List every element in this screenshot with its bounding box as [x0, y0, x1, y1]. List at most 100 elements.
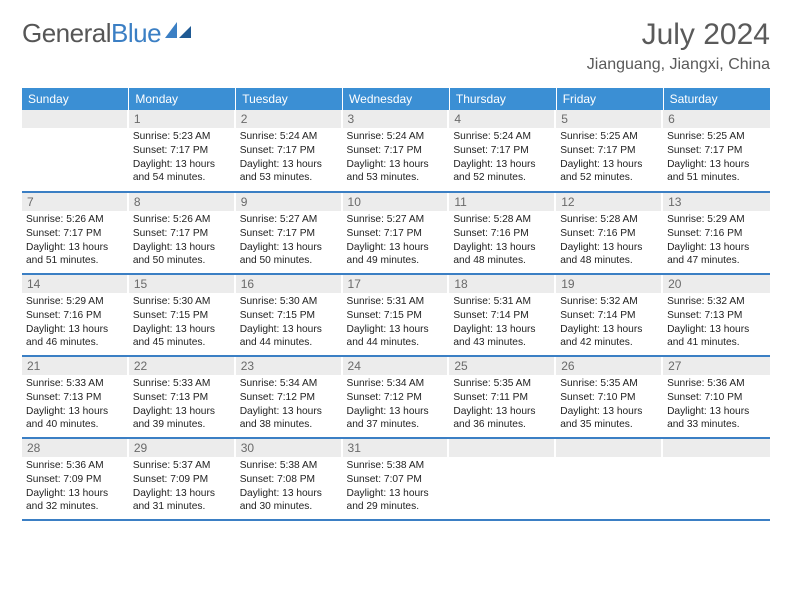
day-number: 7 — [22, 193, 129, 211]
weekday-header-row: SundayMondayTuesdayWednesdayThursdayFrid… — [22, 88, 770, 110]
sunrise-text: Sunrise: 5:35 AM — [453, 377, 552, 391]
sunset-text: Sunset: 7:17 PM — [26, 227, 125, 241]
calendar-cell: 27Sunrise: 5:36 AMSunset: 7:10 PMDayligh… — [663, 356, 770, 438]
sunset-text: Sunset: 7:10 PM — [667, 391, 766, 405]
sunrise-text: Sunrise: 5:27 AM — [240, 213, 339, 227]
day-content: Sunrise: 5:35 AMSunset: 7:11 PMDaylight:… — [449, 375, 556, 436]
calendar-cell: 1Sunrise: 5:23 AMSunset: 7:17 PMDaylight… — [129, 110, 236, 192]
day-number: 29 — [129, 439, 236, 457]
day-number: 12 — [556, 193, 663, 211]
day-content: Sunrise: 5:28 AMSunset: 7:16 PMDaylight:… — [449, 211, 556, 272]
sunset-text: Sunset: 7:15 PM — [347, 309, 446, 323]
day-content: Sunrise: 5:34 AMSunset: 7:12 PMDaylight:… — [343, 375, 450, 436]
calendar-cell: 24Sunrise: 5:34 AMSunset: 7:12 PMDayligh… — [343, 356, 450, 438]
calendar-cell: 25Sunrise: 5:35 AMSunset: 7:11 PMDayligh… — [449, 356, 556, 438]
day-content: Sunrise: 5:30 AMSunset: 7:15 PMDaylight:… — [236, 293, 343, 354]
sunset-text: Sunset: 7:17 PM — [667, 144, 766, 158]
sunset-text: Sunset: 7:16 PM — [667, 227, 766, 241]
day-number: 27 — [663, 357, 770, 375]
calendar-cell: 17Sunrise: 5:31 AMSunset: 7:15 PMDayligh… — [343, 274, 450, 356]
day-content: Sunrise: 5:30 AMSunset: 7:15 PMDaylight:… — [129, 293, 236, 354]
weekday-header: Wednesday — [343, 88, 450, 110]
daylight-text: Daylight: 13 hours and 42 minutes. — [560, 323, 659, 351]
day-number: 2 — [236, 110, 343, 128]
empty-day-number — [556, 439, 663, 457]
day-number: 17 — [343, 275, 450, 293]
sunset-text: Sunset: 7:17 PM — [133, 144, 232, 158]
calendar-cell: 16Sunrise: 5:30 AMSunset: 7:15 PMDayligh… — [236, 274, 343, 356]
day-content: Sunrise: 5:36 AMSunset: 7:09 PMDaylight:… — [22, 457, 129, 518]
weekday-header: Tuesday — [236, 88, 343, 110]
sunset-text: Sunset: 7:16 PM — [453, 227, 552, 241]
day-number: 23 — [236, 357, 343, 375]
sunset-text: Sunset: 7:13 PM — [26, 391, 125, 405]
day-content: Sunrise: 5:33 AMSunset: 7:13 PMDaylight:… — [22, 375, 129, 436]
calendar-cell: 12Sunrise: 5:28 AMSunset: 7:16 PMDayligh… — [556, 192, 663, 274]
day-content: Sunrise: 5:31 AMSunset: 7:15 PMDaylight:… — [343, 293, 450, 354]
daylight-text: Daylight: 13 hours and 35 minutes. — [560, 405, 659, 433]
sunrise-text: Sunrise: 5:31 AM — [453, 295, 552, 309]
daylight-text: Daylight: 13 hours and 50 minutes. — [240, 241, 339, 269]
calendar-row: 21Sunrise: 5:33 AMSunset: 7:13 PMDayligh… — [22, 356, 770, 438]
logo-text-b: Blue — [111, 18, 161, 48]
day-content: Sunrise: 5:29 AMSunset: 7:16 PMDaylight:… — [663, 211, 770, 272]
day-number: 18 — [449, 275, 556, 293]
daylight-text: Daylight: 13 hours and 33 minutes. — [667, 405, 766, 433]
daylight-text: Daylight: 13 hours and 48 minutes. — [560, 241, 659, 269]
day-content: Sunrise: 5:38 AMSunset: 7:07 PMDaylight:… — [343, 457, 450, 518]
daylight-text: Daylight: 13 hours and 54 minutes. — [133, 158, 232, 186]
day-number: 22 — [129, 357, 236, 375]
daylight-text: Daylight: 13 hours and 37 minutes. — [347, 405, 446, 433]
sunrise-text: Sunrise: 5:30 AM — [133, 295, 232, 309]
daylight-text: Daylight: 13 hours and 31 minutes. — [133, 487, 232, 515]
calendar-cell: 31Sunrise: 5:38 AMSunset: 7:07 PMDayligh… — [343, 438, 450, 520]
sunrise-text: Sunrise: 5:31 AM — [347, 295, 446, 309]
day-number: 31 — [343, 439, 450, 457]
calendar-cell: 21Sunrise: 5:33 AMSunset: 7:13 PMDayligh… — [22, 356, 129, 438]
day-number: 8 — [129, 193, 236, 211]
calendar-cell: 10Sunrise: 5:27 AMSunset: 7:17 PMDayligh… — [343, 192, 450, 274]
sunrise-text: Sunrise: 5:29 AM — [667, 213, 766, 227]
sunset-text: Sunset: 7:17 PM — [347, 227, 446, 241]
day-content: Sunrise: 5:27 AMSunset: 7:17 PMDaylight:… — [343, 211, 450, 272]
day-number: 28 — [22, 439, 129, 457]
weekday-header: Monday — [129, 88, 236, 110]
calendar-cell — [663, 438, 770, 520]
daylight-text: Daylight: 13 hours and 52 minutes. — [453, 158, 552, 186]
daylight-text: Daylight: 13 hours and 38 minutes. — [240, 405, 339, 433]
calendar-cell: 23Sunrise: 5:34 AMSunset: 7:12 PMDayligh… — [236, 356, 343, 438]
sunset-text: Sunset: 7:14 PM — [453, 309, 552, 323]
sunrise-text: Sunrise: 5:23 AM — [133, 130, 232, 144]
month-title: July 2024 — [587, 18, 770, 52]
day-content: Sunrise: 5:32 AMSunset: 7:13 PMDaylight:… — [663, 293, 770, 354]
daylight-text: Daylight: 13 hours and 40 minutes. — [26, 405, 125, 433]
calendar-cell: 22Sunrise: 5:33 AMSunset: 7:13 PMDayligh… — [129, 356, 236, 438]
day-number: 9 — [236, 193, 343, 211]
sunrise-text: Sunrise: 5:38 AM — [240, 459, 339, 473]
day-number: 16 — [236, 275, 343, 293]
calendar-cell: 18Sunrise: 5:31 AMSunset: 7:14 PMDayligh… — [449, 274, 556, 356]
weekday-header: Friday — [556, 88, 663, 110]
daylight-text: Daylight: 13 hours and 48 minutes. — [453, 241, 552, 269]
calendar-cell: 8Sunrise: 5:26 AMSunset: 7:17 PMDaylight… — [129, 192, 236, 274]
sunrise-text: Sunrise: 5:36 AM — [26, 459, 125, 473]
calendar-cell: 28Sunrise: 5:36 AMSunset: 7:09 PMDayligh… — [22, 438, 129, 520]
sunset-text: Sunset: 7:16 PM — [560, 227, 659, 241]
sunset-text: Sunset: 7:17 PM — [240, 144, 339, 158]
sunrise-text: Sunrise: 5:34 AM — [240, 377, 339, 391]
sunset-text: Sunset: 7:15 PM — [240, 309, 339, 323]
day-number: 5 — [556, 110, 663, 128]
day-content: Sunrise: 5:35 AMSunset: 7:10 PMDaylight:… — [556, 375, 663, 436]
calendar-cell: 20Sunrise: 5:32 AMSunset: 7:13 PMDayligh… — [663, 274, 770, 356]
day-number: 4 — [449, 110, 556, 128]
daylight-text: Daylight: 13 hours and 39 minutes. — [133, 405, 232, 433]
sunset-text: Sunset: 7:15 PM — [133, 309, 232, 323]
day-content: Sunrise: 5:37 AMSunset: 7:09 PMDaylight:… — [129, 457, 236, 518]
sunset-text: Sunset: 7:17 PM — [240, 227, 339, 241]
daylight-text: Daylight: 13 hours and 51 minutes. — [667, 158, 766, 186]
calendar-cell: 30Sunrise: 5:38 AMSunset: 7:08 PMDayligh… — [236, 438, 343, 520]
daylight-text: Daylight: 13 hours and 29 minutes. — [347, 487, 446, 515]
sunrise-text: Sunrise: 5:38 AM — [347, 459, 446, 473]
daylight-text: Daylight: 13 hours and 50 minutes. — [133, 241, 232, 269]
sunrise-text: Sunrise: 5:34 AM — [347, 377, 446, 391]
